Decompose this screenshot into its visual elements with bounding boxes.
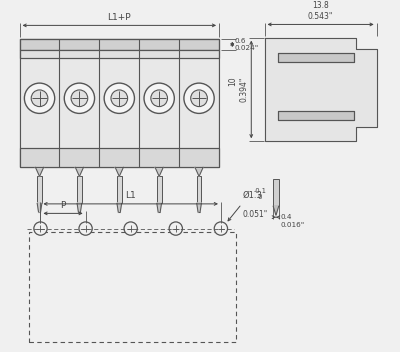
Text: 0.051": 0.051" (243, 209, 268, 219)
Bar (20, 39, 219, 50)
Polygon shape (75, 167, 84, 176)
Text: L1: L1 (125, 191, 136, 200)
Text: 10
0.394": 10 0.394" (228, 77, 248, 102)
Bar (273, 179, 279, 206)
Polygon shape (35, 167, 44, 176)
Bar (20, 39, 219, 167)
Bar (29, 232, 236, 341)
Circle shape (64, 83, 94, 113)
Polygon shape (273, 206, 279, 215)
Bar (37, 176, 42, 203)
Polygon shape (157, 203, 162, 212)
Circle shape (144, 83, 174, 113)
Polygon shape (264, 38, 376, 141)
Circle shape (169, 222, 182, 235)
Polygon shape (197, 203, 202, 212)
Circle shape (197, 155, 202, 160)
Polygon shape (77, 203, 82, 212)
Circle shape (104, 83, 134, 113)
Text: P: P (60, 201, 66, 209)
Circle shape (34, 222, 47, 235)
Circle shape (124, 222, 137, 235)
Bar (20, 148, 219, 167)
Text: -0.1
  0: -0.1 0 (254, 188, 267, 200)
Polygon shape (155, 167, 164, 176)
Text: Ø1.3: Ø1.3 (243, 191, 263, 200)
Bar (20, 50, 219, 58)
Bar (20, 148, 219, 167)
Text: 0.6
0.024": 0.6 0.024" (234, 38, 258, 51)
Polygon shape (195, 167, 203, 176)
Circle shape (71, 90, 88, 107)
Bar (20, 39, 219, 167)
Text: 0.4
0.016": 0.4 0.016" (281, 214, 305, 228)
Polygon shape (37, 203, 42, 212)
Circle shape (111, 90, 128, 107)
Circle shape (31, 90, 48, 107)
Circle shape (24, 83, 55, 113)
Bar (197, 176, 202, 203)
Polygon shape (117, 203, 122, 212)
Bar (20, 39, 219, 50)
Circle shape (184, 83, 214, 113)
Polygon shape (115, 167, 124, 176)
Bar (278, 111, 354, 120)
Bar (278, 53, 354, 62)
Bar (117, 176, 122, 203)
Text: L1+P: L1+P (108, 13, 131, 21)
Bar (77, 176, 82, 203)
Bar (278, 53, 354, 62)
Circle shape (79, 222, 92, 235)
Text: 13.8
0.543": 13.8 0.543" (308, 1, 333, 21)
Circle shape (157, 155, 162, 160)
Circle shape (151, 90, 168, 107)
Bar (278, 111, 354, 120)
Circle shape (214, 222, 228, 235)
Circle shape (117, 155, 122, 160)
Bar (20, 50, 219, 58)
Circle shape (77, 155, 82, 160)
Circle shape (191, 90, 207, 107)
Bar (157, 176, 162, 203)
Circle shape (37, 155, 42, 160)
